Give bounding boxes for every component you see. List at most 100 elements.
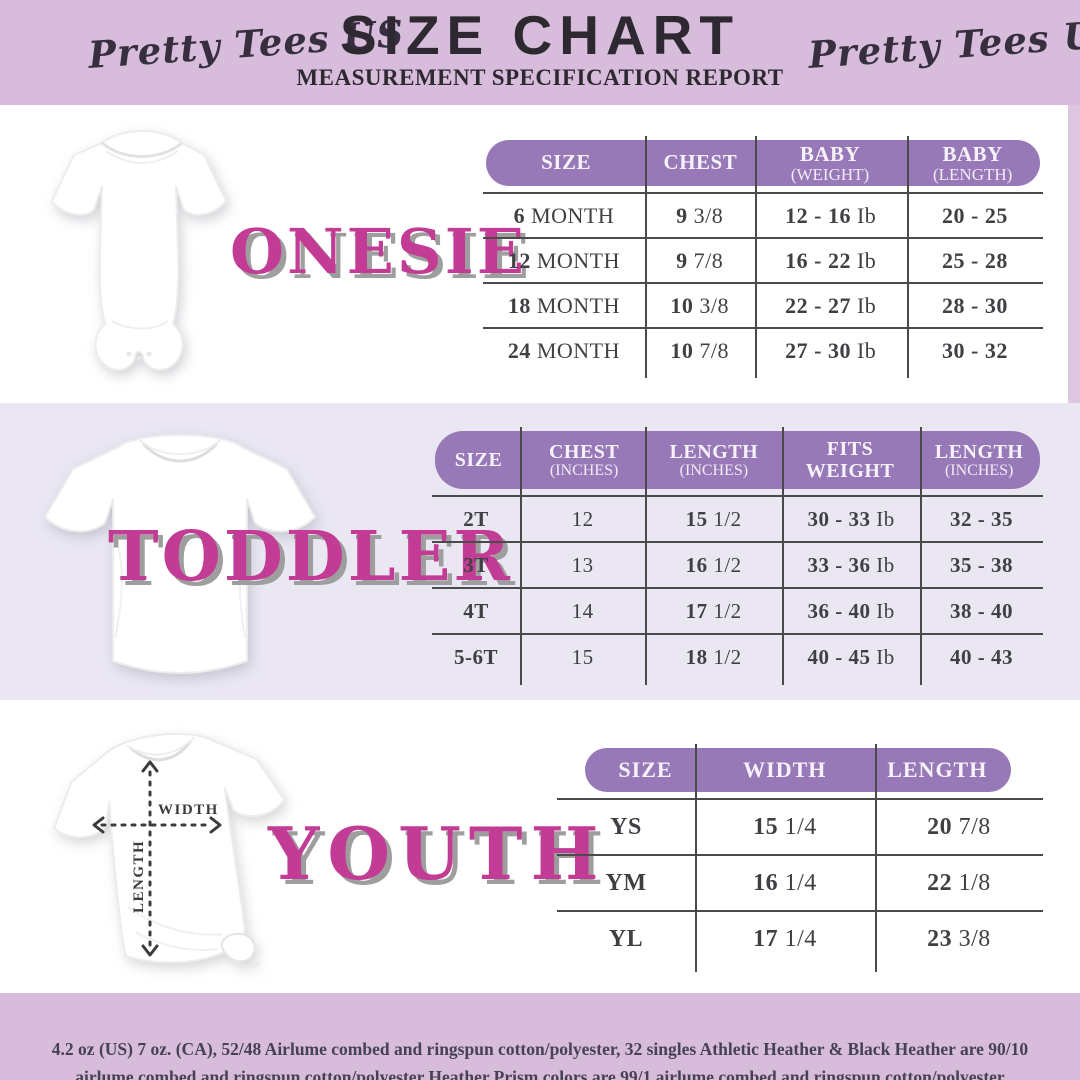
table-cell: 15 1/4	[753, 813, 817, 840]
table-cell: 12 - 16 Ib	[785, 202, 877, 228]
table-row: YM 16 1/4 22 1/8	[557, 856, 1043, 912]
table-divider	[920, 427, 923, 685]
column-header: SIZE	[454, 449, 503, 471]
table-cell: 17 1/2	[685, 598, 742, 623]
table-cell: 18 1/2	[685, 644, 742, 669]
table-cell: 5-6T	[453, 644, 498, 669]
table-cell: 35 - 38	[950, 552, 1014, 577]
length-measure-label: LENGTH	[131, 840, 147, 913]
table-cell: 4T	[463, 598, 489, 623]
table-cell: 30 - 33 Ib	[807, 506, 895, 531]
table-cell: 16 1/4	[753, 869, 817, 896]
column-header: CHEST (INCHES)	[548, 440, 620, 479]
youth-size-table: SIZE WIDTH LENGTH YS 15 1/4 20 7/8 YM 16 1/4 22 …	[557, 744, 1043, 972]
fabric-spec-text: 4.2 oz (US) 7 oz. (CA), 52/48 Airlume co…	[51, 1038, 1029, 1080]
column-header: LENGTH	[887, 756, 988, 782]
table-row: 18 MONTH 10 3/8 22 - 27 Ib 28 - 30	[483, 284, 1043, 329]
title-block: SIZE CHART MEASUREMENT SPECIFICATION REP…	[280, 8, 800, 91]
table-cell: 9 3/8	[676, 202, 724, 228]
table-cell: 33 - 36 Ib	[807, 552, 895, 577]
table-row: 5-6T 15 18 1/2 40 - 45 Ib 40 - 43	[432, 635, 1043, 679]
table-cell: YL	[608, 925, 644, 952]
column-header: WIDTH	[743, 756, 827, 782]
table-header: SIZE CHEST BABY (WEIGHT) BABY (LENGTH)	[486, 140, 1040, 186]
table-cell: 22 1/8	[927, 869, 991, 896]
table-cell: 12 MONTH	[507, 247, 620, 273]
column-header: SIZE	[541, 150, 591, 175]
page-subtitle: MEASUREMENT SPECIFICATION REPORT	[296, 65, 784, 90]
table-divider	[754, 136, 757, 378]
onesie-section: ONESIE SIZE CHEST BABY (WEIGHT) BABY (LENGTH)…	[0, 105, 1080, 404]
table-cell: 27 - 30 Ib	[785, 337, 877, 363]
table-cell: 6 MONTH	[513, 202, 615, 228]
table-cell: 18 MONTH	[507, 292, 620, 318]
table-cell: 14	[571, 598, 594, 623]
page-title: SIZE CHART	[340, 4, 740, 66]
table-cell: 15	[571, 644, 594, 669]
table-cell: 24 MONTH	[507, 337, 620, 363]
column-header: BABY (LENGTH)	[933, 141, 1013, 184]
column-header: LENGTH (INCHES)	[669, 440, 759, 479]
table-cell: 25 - 28	[942, 247, 1008, 273]
table-cell: 9 7/8	[676, 247, 724, 273]
table-row: 2T 12 15 1/2 30 - 33 Ib 32 - 35	[432, 497, 1043, 543]
table-cell: 16 1/2	[685, 552, 742, 577]
toddler-size-table: SIZE CHEST (INCHES) LENGTH (INCHES) FITS WEIGH…	[432, 427, 1043, 685]
table-divider	[519, 427, 522, 685]
table-divider	[782, 427, 785, 685]
table-row: 4T 14 17 1/2 36 - 40 Ib 38 - 40	[432, 589, 1043, 635]
table-row: 6 MONTH 9 3/8 12 - 16 Ib 20 - 25	[483, 194, 1043, 239]
table-cell: 22 - 27 Ib	[785, 292, 877, 318]
footer-band: 4.2 oz (US) 7 oz. (CA), 52/48 Airlume co…	[0, 993, 1080, 1080]
table-cell: 32 - 35	[950, 506, 1014, 531]
onesie-size-table: SIZE CHEST BABY (WEIGHT) BABY (LENGTH) 6 MONTH…	[483, 136, 1043, 378]
brand-logo-right: Pretty Tees US	[806, 11, 1080, 77]
table-divider	[874, 744, 877, 972]
column-header: LENGTH (INCHES)	[934, 440, 1024, 479]
table-row: 24 MONTH 10 7/8 27 - 30 Ib 30 - 32	[483, 329, 1043, 372]
column-header: BABY (WEIGHT)	[790, 141, 870, 184]
table-cell: YM	[605, 869, 647, 896]
measurement-arrows: WIDTH LENGTH	[92, 760, 222, 957]
toddler-label: TODDLER	[108, 517, 513, 597]
youth-label: YOUTH	[268, 811, 607, 896]
table-divider	[695, 744, 698, 972]
table-row: YL 17 1/4 23 3/8	[557, 912, 1043, 966]
table-divider	[644, 136, 647, 378]
table-header: SIZE CHEST (INCHES) LENGTH (INCHES) FITS WEIGH…	[435, 431, 1040, 489]
table-row: YS 15 1/4 20 7/8	[557, 800, 1043, 856]
toddler-section: TODDLER SIZE CHEST (INCHES) LENGTH (INCHES) F…	[0, 403, 1080, 701]
youth-tshirt-image	[53, 732, 286, 968]
table-cell: 36 - 40 Ib	[807, 598, 895, 623]
table-cell: 30 - 32	[942, 337, 1008, 363]
table-cell: 10 7/8	[670, 337, 730, 363]
table-cell: 20 7/8	[927, 813, 991, 840]
table-cell: 16 - 22 Ib	[785, 247, 877, 273]
table-row: 3T 13 16 1/2 33 - 36 Ib 35 - 38	[432, 543, 1043, 589]
table-cell: 2T	[463, 506, 489, 531]
column-header: FITS WEIGHT	[805, 438, 895, 482]
table-cell: YS	[610, 813, 642, 840]
toddler-tshirt-image	[43, 434, 317, 674]
table-cell: 40 - 43	[950, 644, 1014, 669]
table-cell: 10 3/8	[670, 292, 730, 318]
youth-section: WIDTH LENGTH YOUTH SIZE WIDTH LENGTH YS 15 1…	[0, 700, 1080, 993]
table-cell: 3T	[463, 552, 489, 577]
onesie-image	[50, 130, 228, 371]
table-cell: 28 - 30	[942, 292, 1008, 318]
column-header: SIZE	[618, 756, 673, 782]
table-cell: 23 3/8	[927, 925, 991, 952]
table-cell: 40 - 45 Ib	[807, 644, 895, 669]
width-measure-label: WIDTH	[158, 802, 219, 818]
table-header: SIZE WIDTH LENGTH	[585, 748, 1011, 792]
table-divider	[645, 427, 648, 685]
table-cell: 20 - 25	[942, 202, 1008, 228]
table-cell: 38 - 40	[950, 598, 1014, 623]
onesie-label: ONESIE	[230, 215, 527, 288]
table-cell: 12	[571, 506, 594, 531]
table-cell: 13	[571, 552, 594, 577]
column-header: CHEST	[663, 150, 738, 175]
header-band: Pretty Tees US SIZE CHART MEASUREMENT SP…	[0, 0, 1080, 105]
table-cell: 17 1/4	[753, 925, 817, 952]
